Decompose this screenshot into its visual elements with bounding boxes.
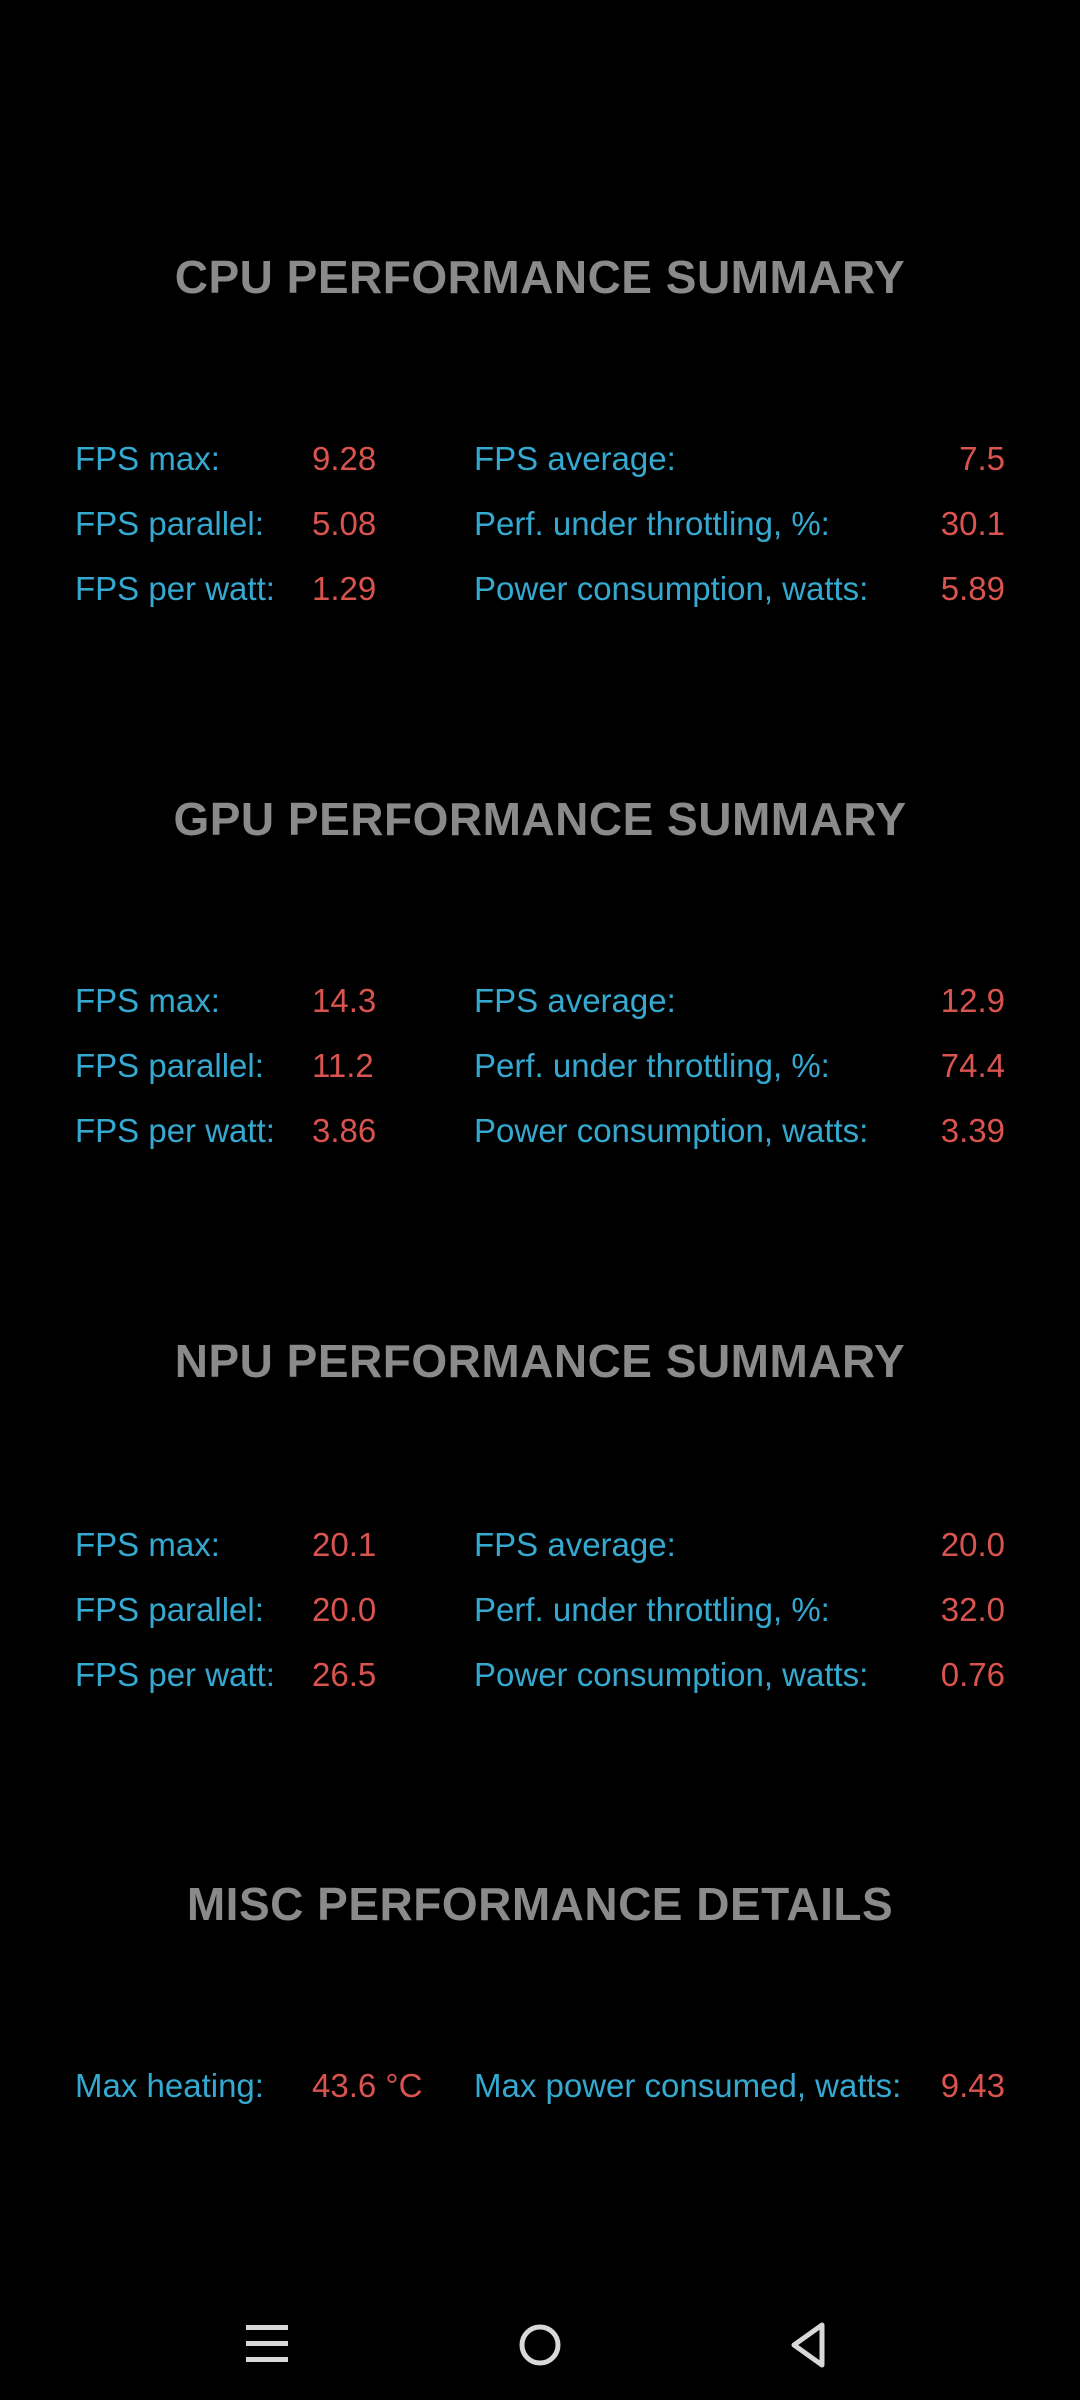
section-title: NPU PERFORMANCE SUMMARY [174, 1335, 906, 1387]
fps-average-label: FPS average: [474, 1526, 676, 1563]
fps-parallel-value: 20.0 [312, 1591, 377, 1628]
fps-average-value: 12.9 [940, 982, 1005, 1019]
power-consumption-value: 0.76 [940, 1656, 1005, 1693]
throttling-label: Perf. under throttling, %: [474, 1047, 830, 1084]
metric-row: FPS max: 14.3 FPS average: 12.9 [0, 982, 1080, 1047]
fps-max-label: FPS max: [75, 440, 220, 477]
fps-per-watt-value: 1.29 [312, 570, 377, 607]
power-consumption-label: Power consumption, watts: [474, 1112, 869, 1149]
fps-max-value: 9.28 [312, 440, 377, 477]
metric-row: FPS parallel: 5.08 Perf. under throttlin… [0, 505, 1080, 570]
power-consumption-value: 5.89 [940, 570, 1005, 607]
metric-row: Max heating: 43.6 °C Max power consumed,… [0, 2067, 1080, 2132]
metric-row: FPS max: 9.28 FPS average: 7.5 [0, 440, 1080, 505]
fps-average-label: FPS average: [474, 440, 676, 477]
fps-per-watt-label: FPS per watt: [75, 1112, 275, 1149]
home-icon [519, 2324, 561, 2366]
throttling-value: 32.0 [940, 1591, 1005, 1628]
fps-max-value: 20.1 [312, 1526, 377, 1563]
fps-average-value: 20.0 [940, 1526, 1005, 1563]
metric-row: FPS per watt: 3.86 Power consumption, wa… [0, 1112, 1080, 1177]
fps-average-label: FPS average: [474, 982, 676, 1019]
fps-per-watt-label: FPS per watt: [75, 1656, 275, 1693]
metric-row: FPS per watt: 26.5 Power consumption, wa… [0, 1656, 1080, 1721]
fps-per-watt-value: 3.86 [312, 1112, 377, 1149]
back-icon [791, 2322, 825, 2368]
recents-button[interactable] [215, 2290, 325, 2400]
menu-icon [246, 2325, 288, 2362]
fps-max-value: 14.3 [312, 982, 377, 1019]
metric-row: FPS per watt: 1.29 Power consumption, wa… [0, 570, 1080, 635]
home-button[interactable] [485, 2290, 595, 2400]
metric-row: FPS max: 20.1 FPS average: 20.0 [0, 1526, 1080, 1591]
fps-per-watt-value: 26.5 [312, 1656, 377, 1693]
max-power-label: Max power consumed, watts: [474, 2067, 902, 2104]
max-heating-value: 43.6 °C [312, 2067, 423, 2104]
throttling-value: 74.4 [940, 1047, 1005, 1084]
fps-parallel-value: 5.08 [312, 505, 377, 542]
fps-parallel-label: FPS parallel: [75, 505, 264, 542]
back-button[interactable] [755, 2290, 865, 2400]
power-consumption-label: Power consumption, watts: [474, 570, 869, 607]
max-power-value: 9.43 [940, 2067, 1005, 2104]
throttling-label: Perf. under throttling, %: [474, 505, 830, 542]
section-title: CPU PERFORMANCE SUMMARY [174, 251, 906, 303]
throttling-label: Perf. under throttling, %: [474, 1591, 830, 1628]
power-consumption-label: Power consumption, watts: [474, 1656, 869, 1693]
fps-parallel-label: FPS parallel: [75, 1047, 264, 1084]
fps-average-value: 7.5 [959, 440, 1005, 477]
fps-per-watt-label: FPS per watt: [75, 570, 275, 607]
fps-parallel-value: 11.2 [312, 1047, 374, 1084]
fps-max-label: FPS max: [75, 1526, 220, 1563]
fps-parallel-label: FPS parallel: [75, 1591, 264, 1628]
max-heating-label: Max heating: [75, 2067, 264, 2104]
power-consumption-value: 3.39 [940, 1112, 1005, 1149]
section-title: MISC PERFORMANCE DETAILS [186, 1878, 894, 1930]
section-title: GPU PERFORMANCE SUMMARY [173, 793, 907, 845]
metric-row: FPS parallel: 20.0 Perf. under throttlin… [0, 1591, 1080, 1656]
throttling-value: 30.1 [940, 505, 1005, 542]
metric-row: FPS parallel: 11.2 Perf. under throttlin… [0, 1047, 1080, 1112]
navigation-bar [0, 2290, 1080, 2400]
fps-max-label: FPS max: [75, 982, 220, 1019]
